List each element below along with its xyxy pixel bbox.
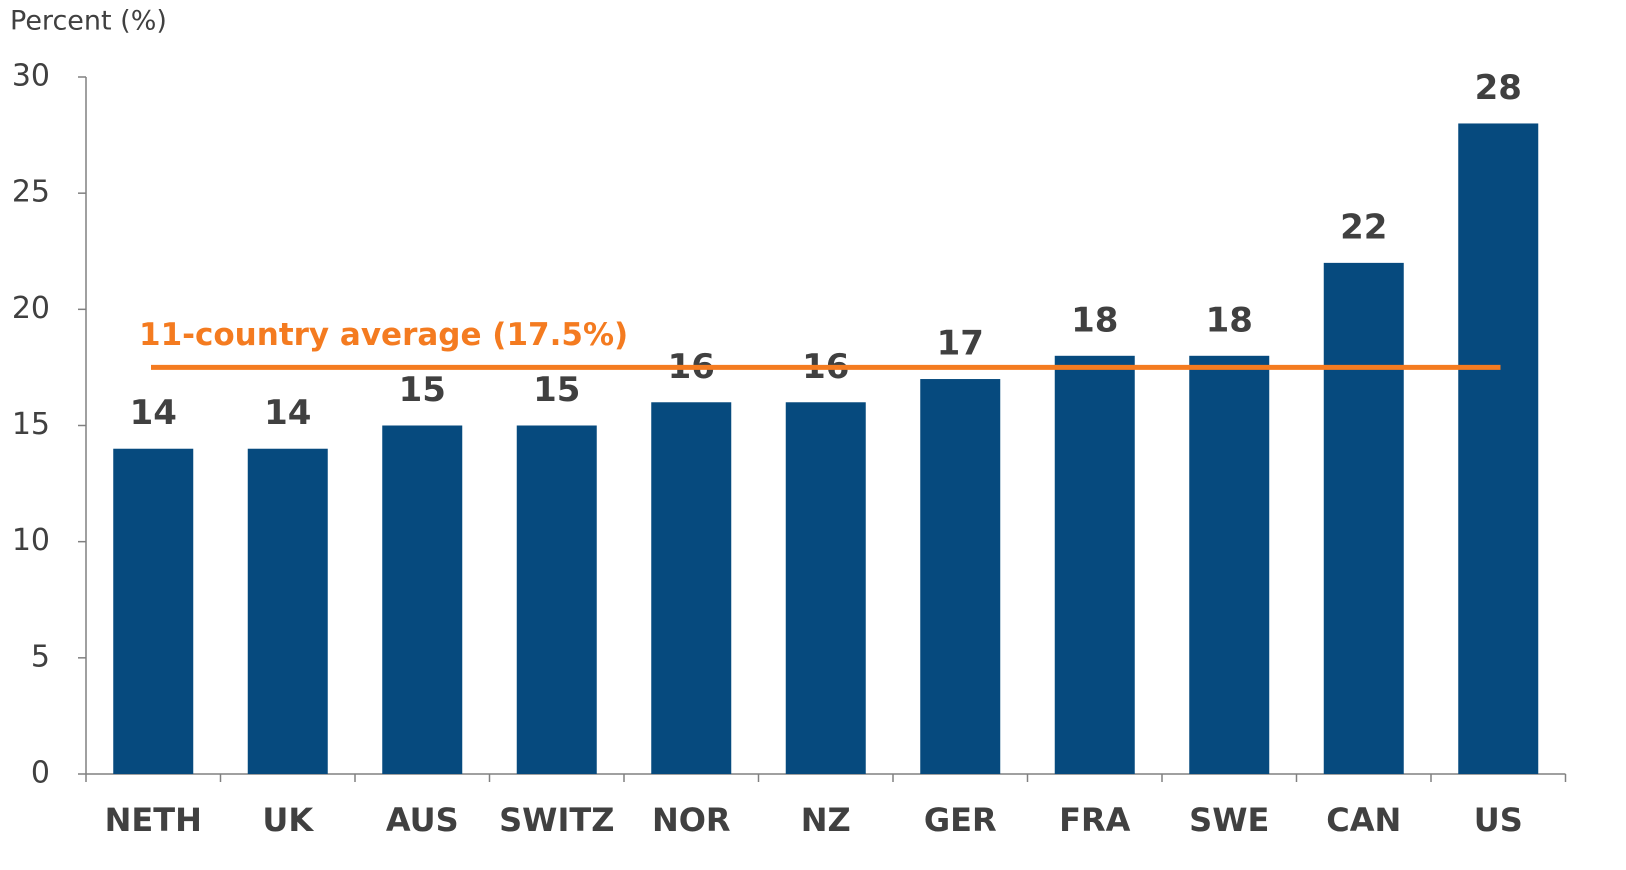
data-label: 14: [264, 393, 311, 433]
y-tick-label: 10: [12, 523, 50, 558]
bar: [920, 379, 1001, 774]
x-tick-label: NOR: [652, 801, 731, 839]
bar: [247, 448, 328, 774]
data-label: 18: [1206, 300, 1253, 340]
bar: [1323, 262, 1404, 774]
x-tick-label: NETH: [105, 801, 202, 839]
bar: [651, 402, 732, 774]
x-tick-label: SWE: [1189, 801, 1269, 839]
y-tick-label: 15: [12, 407, 50, 442]
x-tick-label: GER: [924, 801, 997, 839]
data-label: 22: [1340, 207, 1387, 247]
y-tick-label: 5: [31, 639, 50, 674]
x-tick-label: SWITZ: [499, 801, 614, 839]
x-tick-label: US: [1474, 801, 1523, 839]
y-tick-label: 25: [12, 175, 50, 210]
bar: [1189, 355, 1270, 774]
x-tick-label: NZ: [801, 801, 851, 839]
x-tick-label: CAN: [1326, 801, 1401, 839]
bar: [785, 402, 866, 774]
y-tick-label: 0: [31, 756, 50, 791]
y-tick-label: 30: [12, 59, 50, 94]
bar: [1054, 355, 1135, 774]
bar: [113, 448, 194, 774]
data-label: 14: [130, 393, 177, 433]
x-tick-label: AUS: [386, 801, 459, 839]
data-label: 15: [533, 370, 580, 410]
data-label: 18: [1071, 300, 1118, 340]
bar: [516, 425, 597, 774]
bar: [1458, 123, 1539, 774]
bar: [382, 425, 463, 774]
y-axis-label: Percent (%): [10, 6, 167, 37]
data-label: 15: [399, 370, 446, 410]
data-label: 28: [1475, 68, 1522, 108]
x-tick-label: FRA: [1059, 801, 1131, 839]
y-tick-label: 20: [12, 291, 50, 326]
annotation: 11-country average (17.5%): [139, 317, 628, 353]
data-label: 17: [937, 324, 984, 364]
x-tick-label: UK: [262, 801, 314, 839]
